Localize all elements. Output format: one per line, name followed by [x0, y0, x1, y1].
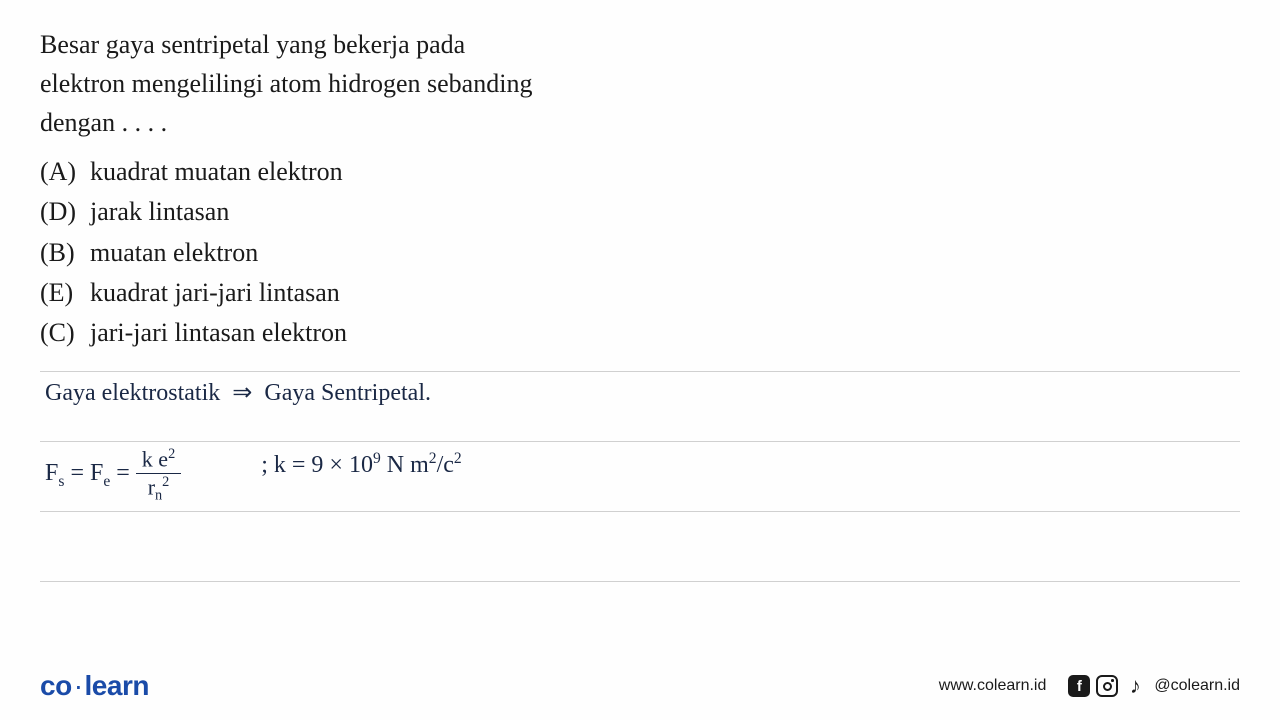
hw-text-right: Gaya Sentripetal. [264, 380, 431, 406]
footer-right: www.colearn.id f ♪ @colearn.id [939, 675, 1240, 697]
option-text: kuadrat jari-jari lintasan [90, 273, 340, 313]
handwriting-line-1: Gaya elektrostatik ⇒ Gaya Sentripetal. [45, 378, 431, 407]
social-handle: @colearn.id [1154, 677, 1240, 695]
option-c: (C) jari-jari lintasan elektron [40, 313, 1240, 353]
ruled-line-4 [40, 581, 1240, 582]
logo-part-2: learn [85, 670, 149, 701]
option-b: (B) muatan elektron [40, 233, 1240, 273]
logo-part-1: co [40, 670, 72, 701]
hw-text-left: Gaya elektrostatik [45, 380, 220, 406]
instagram-inner-circle [1103, 682, 1112, 691]
brand-logo: co·learn [40, 670, 149, 702]
instagram-icon [1096, 675, 1118, 697]
formula-fs: Fs = Fe = [45, 460, 130, 491]
option-e: (E) kuadrat jari-jari lintasan [40, 273, 1240, 313]
option-d: (D) jarak lintasan [40, 192, 1240, 232]
main-content: Besar gaya sentripetal yang bekerja pada… [0, 0, 1280, 607]
option-text: jarak lintasan [90, 192, 229, 232]
formula-left: Fs = Fe = k e2 rn2 [45, 446, 181, 505]
option-label: (D) [40, 192, 90, 232]
option-label: (B) [40, 233, 90, 273]
option-text: muatan elektron [90, 233, 258, 273]
logo-dot: · [74, 670, 83, 701]
tiktok-icon: ♪ [1124, 675, 1146, 697]
option-label: (A) [40, 152, 90, 192]
fraction-denominator: rn2 [142, 474, 176, 505]
website-url: www.colearn.id [939, 677, 1047, 695]
handwriting-formula: Fs = Fe = k e2 rn2 ; k = 9 × 109 N m2/c2 [45, 446, 462, 505]
arrow-icon: ⇒ [232, 378, 252, 407]
social-icons: f ♪ @colearn.id [1068, 675, 1240, 697]
facebook-icon: f [1068, 675, 1090, 697]
instagram-dot [1111, 679, 1114, 682]
option-text: jari-jari lintasan elektron [90, 313, 347, 353]
question-line-2: elektron mengelilingi atom hidrogen seba… [40, 64, 1240, 103]
option-text: kuadrat muatan elektron [90, 152, 343, 192]
fraction-numerator: k e2 [136, 446, 181, 474]
option-label: (E) [40, 273, 90, 313]
ruled-line-3 [40, 511, 1240, 581]
formula-constant: ; k = 9 × 109 N m2/c2 [261, 450, 461, 479]
footer: co·learn www.colearn.id f ♪ @colearn.id [0, 670, 1280, 702]
question-line-3: dengan . . . . [40, 103, 1240, 142]
question-line-1: Besar gaya sentripetal yang bekerja pada [40, 25, 1240, 64]
handwriting-area: Gaya elektrostatik ⇒ Gaya Sentripetal. F… [40, 371, 1240, 582]
options-list: (A) kuadrat muatan elektron (D) jarak li… [40, 152, 1240, 353]
ruled-line-1: Gaya elektrostatik ⇒ Gaya Sentripetal. [40, 371, 1240, 441]
question-text: Besar gaya sentripetal yang bekerja pada… [40, 25, 1240, 142]
formula-fraction: k e2 rn2 [136, 446, 181, 505]
option-a: (A) kuadrat muatan elektron [40, 152, 1240, 192]
ruled-line-2: Fs = Fe = k e2 rn2 ; k = 9 × 109 N m2/c2 [40, 441, 1240, 511]
option-label: (C) [40, 313, 90, 353]
